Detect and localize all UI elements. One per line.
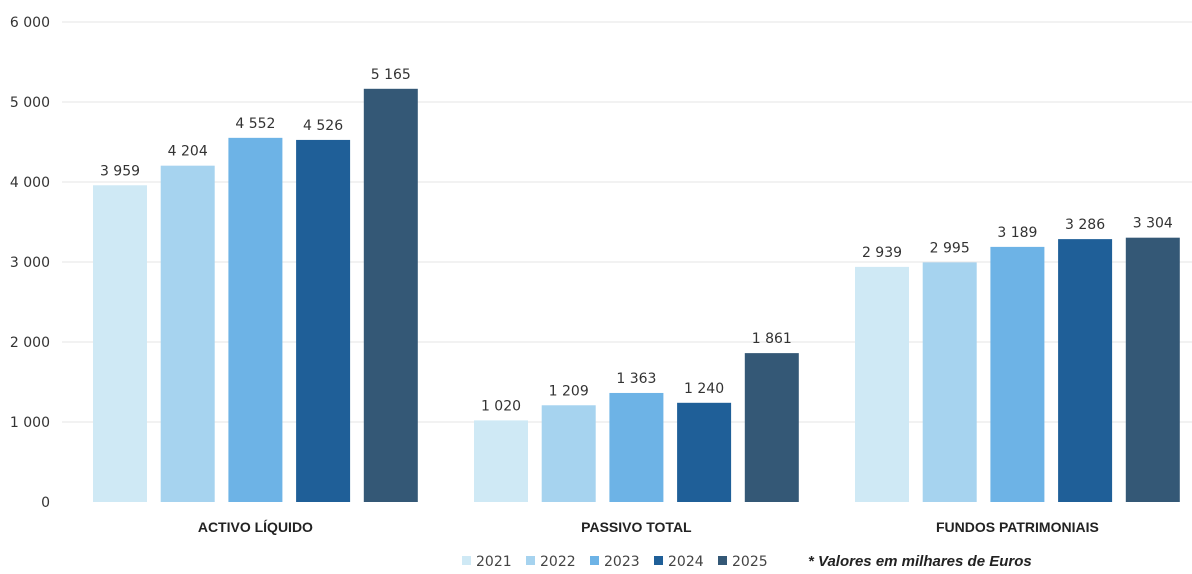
legend-swatch-2023 <box>590 556 599 565</box>
legend-swatch-2022 <box>526 556 535 565</box>
legend-label-2024: 2024 <box>668 554 704 570</box>
bar-2024-2 <box>1058 239 1113 502</box>
y-tick-label-4: 4 000 <box>10 175 50 191</box>
bar-2023-0 <box>228 137 283 502</box>
category-label-0: ACTIVO LÍQUIDO <box>198 519 313 535</box>
y-tick-label-5: 5 000 <box>10 95 50 111</box>
legend-label-2025: 2025 <box>732 554 768 570</box>
data-label-2024-2: 3 286 <box>1065 217 1105 233</box>
bar-2021-0 <box>93 185 147 502</box>
y-tick-label-2: 2 000 <box>10 335 50 351</box>
bar-2023-1 <box>609 392 664 502</box>
data-label-2025-2: 3 304 <box>1133 216 1173 232</box>
bar-2024-0 <box>296 139 351 503</box>
bar-2025-2 <box>1125 237 1180 502</box>
data-label-2022-0: 4 204 <box>168 144 208 160</box>
bar-2022-1 <box>541 405 596 502</box>
data-label-2023-2: 3 189 <box>997 225 1037 241</box>
bar-2021-1 <box>474 420 528 502</box>
bar-2022-0 <box>160 165 215 502</box>
legend-label-2023: 2023 <box>604 554 640 570</box>
legend: 2021 2022 2023 2024 2025 * Valores em milhare… <box>462 553 1032 570</box>
bar-2023-2 <box>990 246 1045 502</box>
category-label-1: PASSIVO TOTAL <box>581 519 692 535</box>
data-label-2021-2: 2 939 <box>862 245 902 261</box>
legend-swatch-2025 <box>718 556 727 565</box>
legend-swatch-2024 <box>654 556 663 565</box>
y-tick-label-3: 3 000 <box>10 255 50 271</box>
bar-2024-1 <box>677 402 732 502</box>
legend-swatch-2021 <box>462 556 471 565</box>
data-label-2022-2: 2 995 <box>930 240 970 256</box>
bars <box>93 88 1180 503</box>
legend-label-2022: 2022 <box>540 554 576 570</box>
bar-2025-0 <box>363 88 418 503</box>
data-label-2024-0: 4 526 <box>303 118 343 134</box>
y-axis: 0 1 000 2 000 3 000 4 000 5 000 6 000 <box>10 15 50 511</box>
bar-2025-1 <box>744 353 799 502</box>
bar-2022-2 <box>922 262 977 502</box>
data-label-2024-1: 1 240 <box>684 381 724 397</box>
y-tick-label-6: 6 000 <box>10 15 50 31</box>
legend-label-2021: 2021 <box>476 554 512 570</box>
data-label-2023-1: 1 363 <box>616 371 656 387</box>
data-label-2025-0: 5 165 <box>371 67 411 83</box>
category-label-2: FUNDOS PATRIMONIAIS <box>936 519 1099 535</box>
data-label-2025-1: 1 861 <box>752 331 792 347</box>
data-label-2022-1: 1 209 <box>549 383 589 399</box>
bar-2021-2 <box>855 266 909 502</box>
data-labels: 3 959 1 020 2 939 4 204 1 209 2 995 4 552 1 363… <box>100 67 1173 415</box>
data-label-2023-0: 4 552 <box>235 116 275 132</box>
chart-note: * Valores em milhares de Euros <box>808 553 1032 570</box>
y-tick-label-1: 1 000 <box>10 415 50 431</box>
y-tick-label-0: 0 <box>41 495 50 511</box>
x-axis: ACTIVO LÍQUIDO PASSIVO TOTAL FUNDOS PATRIM… <box>198 519 1099 535</box>
data-label-2021-0: 3 959 <box>100 163 140 179</box>
data-label-2021-1: 1 020 <box>481 398 521 414</box>
